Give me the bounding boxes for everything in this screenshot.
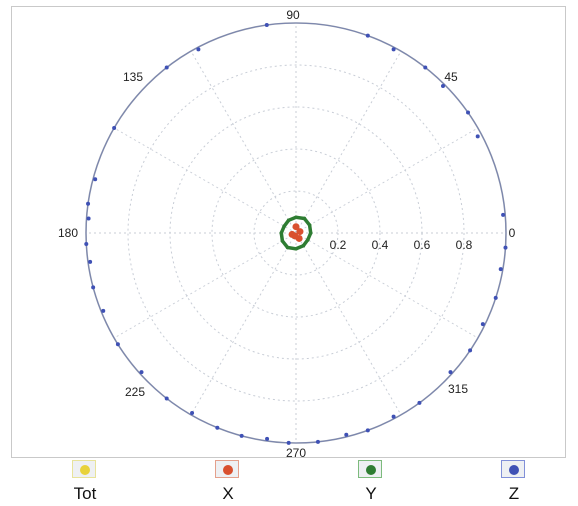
data-point-z	[344, 432, 349, 437]
legend-swatch	[72, 460, 96, 478]
data-point-z	[315, 439, 320, 444]
data-point-z	[190, 411, 195, 416]
data-point-z	[501, 212, 506, 217]
grid-spoke	[113, 127, 297, 234]
polar-grid	[85, 22, 507, 444]
data-point-y	[308, 231, 313, 235]
grid-spoke	[295, 127, 479, 234]
legend-swatch	[501, 460, 525, 478]
data-point-z	[88, 259, 93, 264]
data-point-y	[294, 215, 298, 220]
legend-item-x[interactable]: X	[198, 459, 258, 505]
angle-label-180: 180	[58, 226, 78, 240]
grid-spoke	[295, 232, 402, 416]
data-point-z	[441, 83, 446, 88]
data-point-z	[93, 177, 98, 182]
legend-label: Y	[365, 484, 377, 503]
data-point-y	[280, 239, 285, 243]
data-point-z	[365, 33, 370, 38]
angle-label-90: 90	[286, 8, 300, 22]
data-point-z	[264, 23, 269, 28]
data-point-z	[448, 370, 453, 375]
angle-label-270: 270	[286, 446, 306, 460]
radial-tick-label: 0.2	[330, 238, 347, 252]
data-series	[84, 22, 508, 445]
angle-label-0: 0	[509, 226, 516, 240]
angle-label-225: 225	[125, 385, 145, 399]
data-point-z	[86, 201, 91, 206]
data-point-z	[215, 425, 220, 430]
data-point-z	[503, 245, 508, 250]
grid-spoke	[113, 232, 297, 339]
data-point-z	[112, 126, 117, 130]
grid-spoke	[190, 50, 297, 234]
data-point-z	[84, 241, 89, 246]
data-point-z	[196, 47, 201, 52]
data-point-y	[306, 238, 310, 242]
data-point-x	[291, 232, 299, 240]
legend-label: Z	[508, 484, 520, 503]
data-point-z	[86, 216, 91, 221]
data-point-z	[423, 65, 428, 70]
data-point-y	[279, 231, 284, 235]
legend-swatch	[215, 460, 239, 478]
legend-item-y[interactable]: Y	[341, 459, 401, 505]
data-point-z	[139, 370, 144, 375]
data-point-z	[417, 400, 422, 405]
data-point-z	[466, 110, 471, 115]
data-point-y	[307, 223, 312, 227]
grid-spoke	[295, 50, 402, 234]
data-point-z	[391, 414, 396, 419]
grid-spoke	[190, 232, 297, 416]
data-point-z	[164, 65, 169, 70]
angle-label-135: 135	[123, 70, 143, 84]
data-point-z	[365, 428, 370, 433]
data-point-z	[101, 308, 106, 313]
legend-swatch	[358, 460, 382, 478]
legend-label: Tot	[73, 484, 97, 503]
data-point-z	[286, 440, 291, 445]
outer-ring	[85, 22, 507, 444]
legend-item-tot[interactable]: Tot	[55, 459, 115, 505]
data-point-z	[91, 285, 96, 290]
grid-ring	[127, 64, 465, 402]
legend-item-z[interactable]: Z	[484, 459, 544, 505]
data-point-z	[164, 396, 169, 401]
axis-labels: 0 45 90 135 180 225 270 315 0.2 0.4 0.6 0.8	[58, 8, 516, 460]
angle-label-315: 315	[448, 382, 468, 396]
data-point-z	[493, 295, 498, 300]
radial-tick-label: 0.8	[456, 238, 473, 252]
data-point-y	[285, 245, 290, 250]
angle-label-45: 45	[444, 70, 458, 84]
series-z-curve	[85, 22, 507, 444]
radial-tick-label: 0.6	[414, 238, 431, 252]
data-point-z	[480, 322, 485, 327]
data-point-z	[391, 47, 396, 52]
data-point-z	[475, 134, 480, 139]
legend-label: X	[222, 484, 234, 503]
plot-area	[11, 6, 566, 458]
data-point-y	[294, 246, 298, 251]
data-point-y	[302, 216, 307, 221]
data-point-y	[286, 218, 291, 223]
legend-marker	[509, 465, 519, 475]
radial-tick-label: 0.4	[372, 238, 389, 252]
data-point-y	[301, 243, 306, 248]
grid-spoke	[295, 232, 479, 339]
legend-marker	[223, 465, 233, 475]
data-point-y	[282, 224, 286, 228]
data-point-z	[468, 348, 473, 353]
legend-marker	[366, 465, 376, 475]
data-point-z	[265, 436, 270, 441]
data-point-x	[292, 223, 300, 231]
data-point-z	[498, 267, 503, 272]
data-point-z	[115, 342, 120, 347]
legend-marker	[80, 465, 90, 475]
data-point-z	[239, 433, 244, 438]
grid-ring	[211, 148, 381, 318]
data-point-x	[296, 228, 304, 236]
